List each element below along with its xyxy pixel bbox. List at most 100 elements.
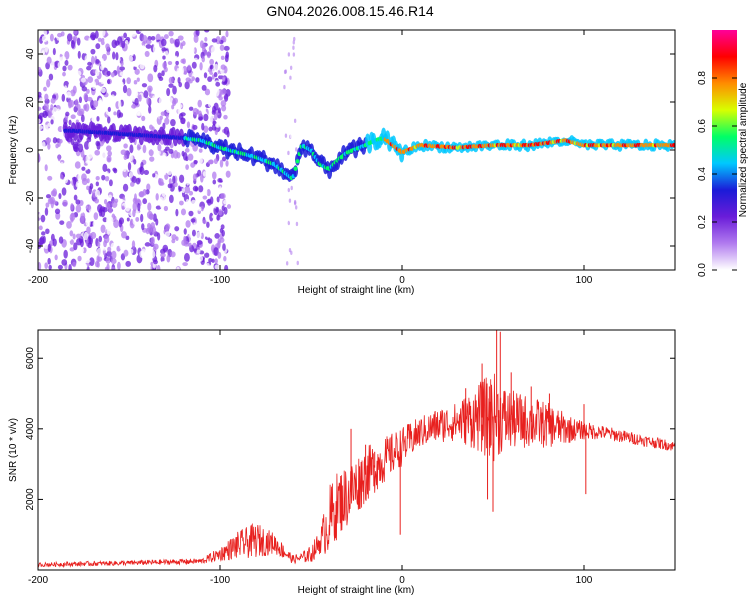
spectrogram-noise-speck: [46, 43, 53, 48]
spectrogram-noise-speck: [295, 31, 299, 36]
spectrogram-noise-speck: [223, 114, 228, 120]
spectrogram-frame: [37, 29, 676, 271]
spectrogram-noise-speck: [46, 127, 52, 137]
spectrogram-noise-speck: [120, 149, 127, 156]
spectrogram-noise-speck: [111, 39, 118, 49]
spectrogram-noise-speck: [293, 36, 296, 42]
spectrogram-noise-speck: [41, 141, 46, 150]
spectrogram-noise-speck: [282, 148, 285, 153]
spectrogram-noise-speck: [90, 32, 96, 41]
spectrogram-noise-speck: [196, 240, 203, 245]
spectrogram-noise-speck: [198, 148, 203, 153]
spectrogram-noise-speck: [91, 80, 97, 90]
spectrogram-noise-speck: [113, 111, 117, 116]
spectrogram-noise-speck: [149, 213, 154, 220]
spectrogram-noise-speck: [180, 163, 185, 168]
colorbar-scale: [712, 30, 737, 270]
spectrogram-noise-speck: [290, 185, 293, 191]
spectrogram-noise-speck: [49, 196, 55, 204]
spectrogram-noise-speck: [293, 199, 297, 205]
spectrogram-noise-speck: [63, 176, 69, 184]
spectrogram-noise-speck: [110, 141, 115, 147]
spectrogram-noise-speck: [219, 260, 225, 266]
spectrogram-noise-speck: [43, 86, 47, 92]
colorbar: 0.0 0.2 0.4 0.6 0.8 Normalized spectral ampl…: [697, 30, 749, 277]
spectrogram-noise-speck: [199, 40, 204, 49]
spectrogram-noise-speck: [225, 160, 229, 167]
spectrogram-noise-speck: [290, 236, 293, 241]
spectrogram-noise-speck: [52, 47, 56, 56]
spectrogram-noise-speck: [166, 87, 171, 97]
spectrogram-noise-speck: [284, 127, 288, 132]
spectrogram-noise-speck: [51, 178, 57, 187]
spectrogram-noise-speck: [217, 251, 222, 259]
spectrogram-noise-speck: [201, 56, 206, 63]
spectrogram-noise-speck: [40, 47, 46, 55]
spectrogram-noise-speck: [61, 187, 67, 196]
spectrogram-noise-speck: [285, 261, 289, 266]
spectrogram-noise-speck: [96, 255, 100, 264]
spectrogram-noise-speck: [101, 182, 106, 192]
spectrogram-noise-speck: [203, 245, 207, 254]
spectrogram-noise-speck: [181, 170, 187, 176]
spectrogram-noise-speck: [201, 84, 207, 91]
spectrogram-noise-speck: [213, 102, 219, 111]
spectrogram-noise-speck: [148, 105, 152, 114]
spectrogram-noise-speck: [49, 210, 54, 216]
spectrogram-noise-speck: [211, 223, 217, 230]
spectrogram-noise-speck: [295, 147, 298, 152]
spectrogram-noise-speck: [106, 224, 112, 232]
spectrogram-noise-speck: [180, 117, 186, 125]
spectrogram-noise-speck: [45, 137, 52, 144]
spectrogram-noise-speck: [73, 106, 78, 113]
snr-marks: [38, 330, 675, 569]
spectrogram-noise-speck: [72, 233, 76, 240]
spectrogram-noise-speck: [176, 266, 180, 270]
spectrogram-noise-speck: [196, 249, 201, 254]
spectrogram-noise-speck: [177, 77, 181, 84]
spectrogram-noise-speck: [69, 169, 73, 177]
spectrogram-noise-speck: [167, 61, 173, 66]
spectrogram-noise-speck: [216, 196, 220, 203]
spectrogram-xtick-label: 100: [576, 275, 593, 286]
spectrogram-noise-speck: [106, 250, 112, 257]
spectrogram-noise-speck: [220, 224, 225, 230]
spectrogram-noise-speck: [69, 239, 74, 245]
snr-xtick-label: -200: [28, 575, 48, 586]
spectrogram-noise-speck: [201, 122, 205, 131]
spectrogram-noise-speck: [101, 106, 107, 111]
spectrogram-noise-speck: [218, 209, 223, 216]
spectrogram-noise-speck: [81, 86, 88, 92]
spectrogram-noise-speck: [160, 256, 165, 263]
spectrogram-noise-speck: [177, 107, 182, 116]
spectrogram-noise-speck: [206, 189, 211, 197]
spectrogram-noise-speck: [142, 70, 148, 80]
spectrogram-noise-speck: [163, 34, 169, 40]
spectrogram-noise-speck: [131, 240, 136, 250]
spectrogram-noise-speck: [162, 122, 166, 130]
spectrogram-noise-speck: [98, 97, 103, 106]
spectrogram-noise-speck: [146, 183, 151, 191]
spectrogram-noise-speck: [132, 202, 138, 212]
colorbar-label: Normalized spectral amplitude: [738, 82, 749, 217]
spectrogram-noise-speck: [193, 159, 198, 165]
spectrogram-noise-speck: [210, 46, 217, 55]
spectrogram-noise-speck: [119, 71, 125, 77]
spectrogram-noise-speck: [118, 209, 123, 215]
spectrogram-noise-speck: [184, 185, 191, 194]
spectrogram-noise-speck: [172, 175, 176, 184]
spectrogram-noise-speck: [287, 251, 291, 257]
spectrogram-noise-speck: [82, 263, 88, 270]
spectrogram-noise-speck: [135, 216, 140, 222]
spectrogram-noise-speck: [220, 55, 225, 61]
spectrogram-noise-speck: [214, 63, 219, 72]
spectrogram-noise-speck: [163, 211, 170, 218]
spectrogram-noise-speck: [103, 198, 108, 205]
spectrogram-noise-speck: [176, 191, 181, 196]
spectrogram-noise-speck: [207, 238, 213, 244]
spectrogram-noise-speck: [72, 85, 77, 94]
spectrogram-noise-speck: [214, 264, 220, 270]
spectrogram-noise-speck: [217, 240, 221, 249]
spectrogram-noise-speck: [187, 100, 194, 105]
spectrogram-noise-speck: [161, 47, 168, 52]
